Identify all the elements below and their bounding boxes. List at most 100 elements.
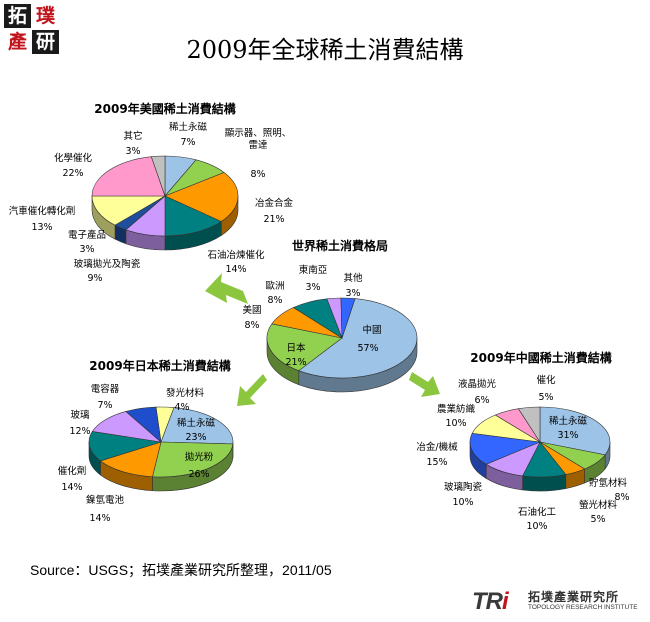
slice-label: 螢光材料: [579, 499, 618, 511]
slice-label: 電容器: [91, 383, 120, 395]
slice-percent: 15%: [426, 457, 447, 468]
pie-slice: [99, 441, 162, 478]
source-note: Source：USGS；拓墣產業研究所整理，2011/05: [30, 562, 332, 578]
slice-label: 稀土永磁: [549, 415, 588, 427]
footer-mark-a: TR: [472, 588, 503, 615]
slice-label: 農業紡織: [437, 403, 476, 415]
slice-label: 化學催化: [54, 152, 93, 164]
slice-label: 稀土永磁: [169, 121, 208, 133]
slice-label: 歐洲: [265, 280, 284, 292]
slice-label: 液晶拋光: [458, 378, 497, 390]
logo-char-3: 產: [4, 30, 31, 54]
slice-percent: 31%: [557, 430, 578, 441]
slice-percent: 3%: [79, 244, 94, 255]
logo-char-1: 拓: [4, 4, 31, 28]
arrow-to-japan: [237, 374, 267, 406]
slice-percent: 6%: [474, 395, 489, 406]
slice-label: 鎳氫電池: [86, 494, 125, 506]
slice-percent: 10%: [526, 521, 547, 532]
brand-logo: 拓 璞 產 研: [4, 4, 62, 56]
slice-label: 美國: [242, 304, 261, 316]
pie-slice: [164, 195, 222, 237]
slice-label: 催化: [536, 374, 556, 386]
pie-slice: [88, 431, 162, 462]
slice-percent: 8%: [614, 492, 629, 503]
pie-sides: [469, 441, 611, 492]
slice-label: 貯氫材料: [589, 477, 628, 489]
slice-label: 催化劑: [58, 465, 87, 477]
slice-label: 中國: [362, 324, 381, 336]
slice-label: 石油冶煉催化: [207, 249, 265, 261]
slice-label: 雷達: [248, 139, 268, 151]
slice-percent: 3%: [345, 288, 360, 299]
pie-slice: [150, 155, 166, 197]
slice-percent: 14%: [89, 513, 110, 524]
slice-label: 東南亞: [299, 264, 328, 276]
slice-percent: 21%: [285, 357, 306, 368]
pie-slice: [517, 406, 541, 444]
slice-label: 其他: [343, 272, 363, 284]
slice-percent: 10%: [445, 418, 466, 429]
page-title: 2009年全球稀土消費結構: [186, 36, 464, 64]
slice-percent: 12%: [69, 426, 90, 437]
arrow-to-us: [205, 273, 248, 304]
footer-mark-b: i: [502, 588, 509, 615]
slice-label: 玻璃拋光及陶瓷: [74, 258, 141, 270]
footer-logo-cn: 拓墣產業研究所: [528, 590, 620, 604]
slice-percent: 22%: [62, 168, 83, 179]
pie-slice: [164, 172, 239, 222]
arrows: [205, 273, 440, 406]
slice-label: 其它: [123, 130, 142, 142]
pie-slice: [469, 432, 542, 465]
footer-logo-mark: TRi: [472, 588, 509, 616]
slice-percent: 8%: [267, 295, 282, 306]
slice-percent: 13%: [31, 222, 52, 233]
slice-percent: 7%: [180, 137, 195, 148]
chart-title: 2009年美國稀土消費結構: [94, 101, 235, 116]
slice-label: 日本: [286, 342, 306, 354]
pie-slice: [539, 406, 611, 456]
slice-label: 稀土永磁: [177, 417, 216, 429]
slice-label: 發光材料: [166, 387, 205, 399]
footer-logo: TRi 拓墣產業研究所 TOPOLOGY RESEARCH INSTITUTE: [472, 586, 648, 622]
slice-percent: 7%: [97, 400, 112, 411]
slice-percent: 14%: [61, 482, 82, 493]
chart-title: 2009年日本稀土消費結構: [89, 358, 230, 373]
slice-label: 顯示器、照明、: [225, 128, 292, 139]
slice-percent: 23%: [185, 432, 206, 443]
pie-slice: [91, 195, 167, 226]
slice-percent: 3%: [305, 282, 320, 293]
slice-label: 電子產品: [68, 229, 106, 241]
slice-percent: 10%: [452, 497, 473, 508]
pie-slice: [125, 406, 162, 443]
pie-slice: [298, 298, 418, 379]
slice-label: 汽車催化轉化劑: [9, 205, 76, 217]
slice-label: 石油化工: [518, 506, 557, 518]
slice-percent: 8%: [250, 169, 265, 180]
slice-percent: 5%: [538, 392, 553, 403]
logo-char-4: 研: [32, 30, 59, 54]
footer-logo-en: TOPOLOGY RESEARCH INSTITUTE: [528, 604, 638, 611]
slice-percent: 9%: [87, 273, 102, 284]
logo-char-2: 璞: [32, 4, 59, 28]
pie-slice: [266, 323, 343, 372]
slice-label: 玻璃: [70, 409, 89, 421]
slice-percent: 4%: [174, 402, 189, 413]
arrow-to-china: [409, 372, 440, 397]
pie-slice: [152, 441, 234, 478]
slice-label: 冶金/機械: [416, 441, 458, 453]
slice-label: 拋光粉: [185, 451, 214, 463]
slice-percent: 5%: [590, 514, 605, 525]
slice-label: 玻璃陶瓷: [444, 481, 483, 493]
slice-percent: 8%: [244, 320, 259, 331]
chart-title: 2009年中國稀土消費結構: [470, 350, 611, 365]
slice-percent: 3%: [125, 146, 140, 157]
pie-slice: [91, 156, 166, 197]
slice-percent: 57%: [357, 343, 378, 354]
